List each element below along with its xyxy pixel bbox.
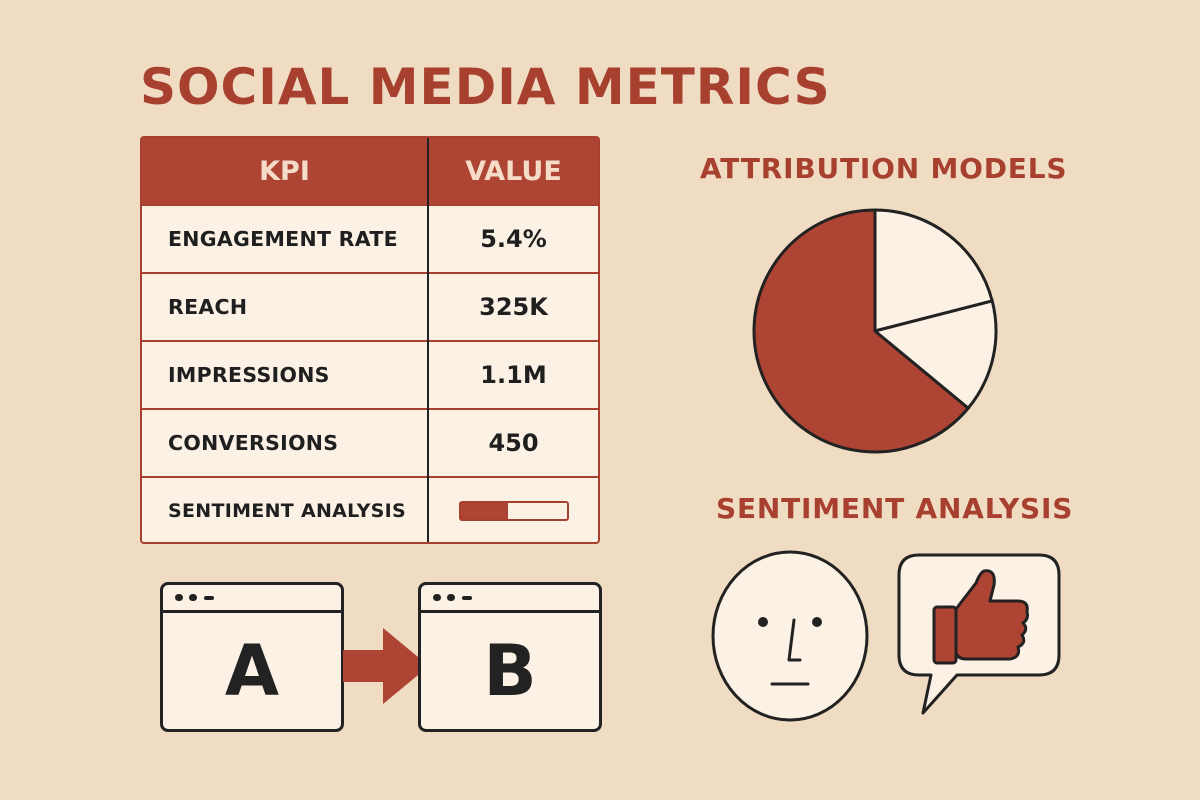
table-row: IMPRESSIONS 1.1M <box>142 340 598 408</box>
kpi-label: REACH <box>168 295 248 319</box>
kpi-label: IMPRESSIONS <box>168 363 330 387</box>
pie-slice-2 <box>873 299 998 410</box>
browser-window-icon: B <box>418 582 602 732</box>
sentiment-title: SENTIMENT ANALYSIS <box>716 492 1074 525</box>
kpi-value: 5.4% <box>480 225 547 253</box>
sentiment-progress-fill <box>460 503 509 519</box>
pie-slice-1 <box>873 208 994 333</box>
kpi-value <box>429 478 598 542</box>
table-row: CONVERSIONS 450 <box>142 408 598 476</box>
browser-title-bar <box>163 585 341 613</box>
kpi-value: 450 <box>488 429 539 457</box>
variant-a-label: A <box>224 630 280 712</box>
page-title: SOCIAL MEDIA METRICS <box>140 58 831 116</box>
neutral-face-icon <box>711 550 869 722</box>
table-row: SENTIMENT ANALYSIS <box>142 476 598 542</box>
pie-slice-0 <box>752 208 970 454</box>
variant-b-label: B <box>483 630 537 712</box>
thumbs-up-speech-bubble-icon <box>897 553 1061 715</box>
browser-window-icon: A <box>160 582 344 732</box>
table-row: REACH 325K <box>142 272 598 340</box>
kpi-value: 1.1M <box>480 361 547 389</box>
thumbs-up-icon <box>932 569 1029 665</box>
arrow-right-icon <box>343 628 429 704</box>
attribution-title: ATTRIBUTION MODELS <box>700 152 1068 185</box>
kpi-table-header: KPI VALUE <box>142 138 598 204</box>
sentiment-progress-bar <box>458 501 569 521</box>
value-column-header: VALUE <box>465 155 562 187</box>
kpi-column-header: KPI <box>259 155 310 187</box>
table-row: ENGAGEMENT RATE 5.4% <box>142 204 598 272</box>
kpi-table: KPI VALUE ENGAGEMENT RATE 5.4% REACH 325… <box>140 136 600 544</box>
kpi-label: SENTIMENT ANALYSIS <box>168 500 407 522</box>
browser-title-bar <box>421 585 599 613</box>
kpi-value: 325K <box>479 293 548 321</box>
kpi-label: ENGAGEMENT RATE <box>168 227 398 251</box>
attribution-pie-chart <box>752 208 998 454</box>
kpi-label: CONVERSIONS <box>168 431 339 455</box>
column-divider <box>427 138 429 542</box>
